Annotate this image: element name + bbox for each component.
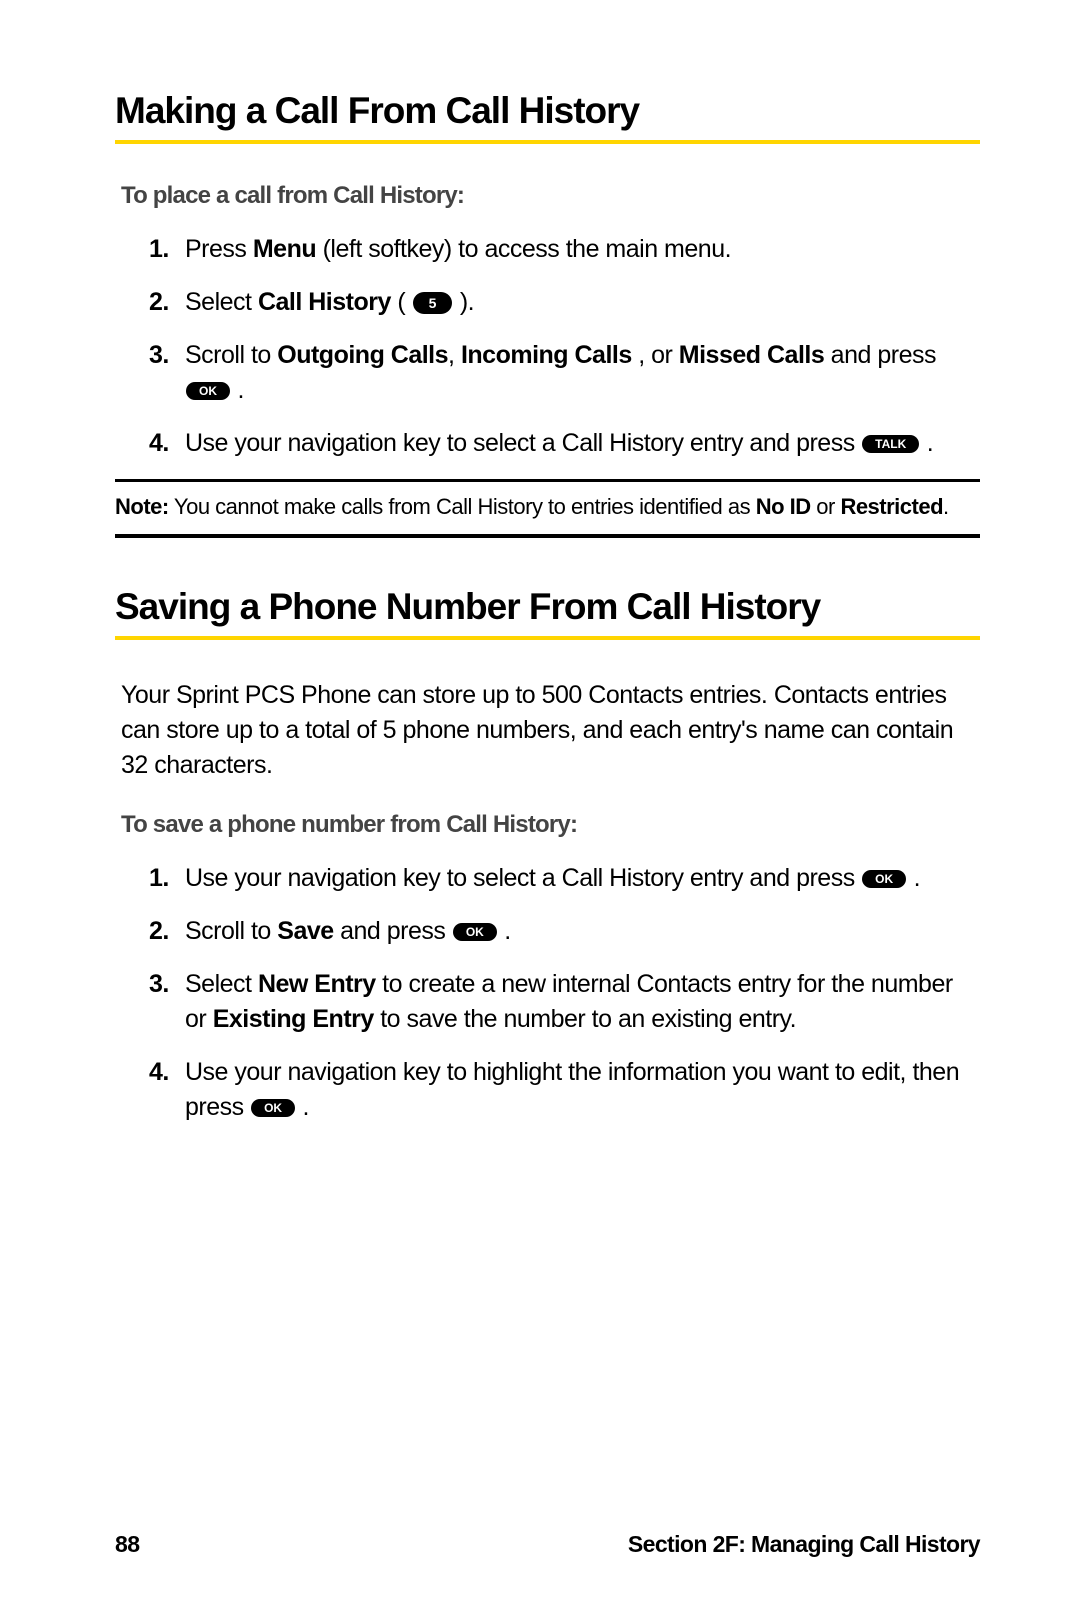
key-ok-icon: OK [186, 382, 230, 400]
step-4: Use your navigation key to highlight the… [149, 1055, 980, 1125]
step-2: Select Call History ( 5 ). [149, 285, 980, 320]
bold: Restricted [840, 494, 943, 519]
key-ok-icon: OK [251, 1099, 295, 1117]
bold: No ID [756, 494, 811, 519]
text: . [907, 864, 920, 892]
step-4: Use your navigation key to select a Call… [149, 426, 980, 461]
key-talk-icon: TALK [862, 435, 919, 453]
text: , or [632, 341, 679, 369]
text: Press [185, 235, 253, 263]
text: . [920, 429, 933, 457]
step-1: Use your navigation key to select a Call… [149, 861, 980, 896]
note-label: Note: [115, 494, 169, 519]
text: (left softkey) to access the main menu. [316, 235, 731, 263]
step-2: Scroll to Save and press OK . [149, 914, 980, 949]
text: Scroll to [185, 341, 277, 369]
note-text: You cannot make calls from Call History … [169, 494, 756, 519]
text: and press [334, 917, 452, 945]
section-title: Section 2F: Managing Call History [628, 1531, 980, 1558]
text: ). [453, 288, 474, 316]
note-text: or [811, 494, 841, 519]
text: and press [824, 341, 936, 369]
key-ok-icon: OK [453, 923, 497, 941]
text: . [296, 1093, 309, 1121]
bold: New Entry [258, 970, 376, 998]
subheading-place-call: To place a call from Call History: [121, 182, 980, 210]
text: Select [185, 288, 258, 316]
intro-paragraph: Your Sprint PCS Phone can store up to 50… [121, 678, 980, 783]
section-heading-2: Saving a Phone Number From Call History [115, 586, 980, 640]
bold: Menu [253, 235, 316, 263]
text: to save the number to an existing entry. [374, 1005, 796, 1033]
text: Use your navigation key to select a Call… [185, 429, 861, 457]
subheading-save-number: To save a phone number from Call History… [121, 811, 980, 839]
page-footer: 88 Section 2F: Managing Call History [115, 1531, 980, 1558]
bold: Save [277, 917, 333, 945]
bold: Call History [258, 288, 391, 316]
bold: Existing Entry [213, 1005, 374, 1033]
step-3: Scroll to Outgoing Calls, Incoming Calls… [149, 338, 980, 408]
bold: Incoming Calls [461, 341, 632, 369]
key-ok-icon: OK [862, 870, 906, 888]
text: , [448, 341, 461, 369]
bold: Missed Calls [679, 341, 824, 369]
steps-place-call: Press Menu (left softkey) to access the … [149, 232, 980, 461]
text: Scroll to [185, 917, 277, 945]
note-text: . [943, 494, 949, 519]
page-number: 88 [115, 1531, 139, 1558]
bold: Outgoing Calls [277, 341, 448, 369]
step-3: Select New Entry to create a new interna… [149, 967, 980, 1037]
key-5-icon: 5 [413, 292, 453, 314]
text: . [231, 376, 244, 404]
note-box: Note: You cannot make calls from Call Hi… [115, 479, 980, 538]
step-1: Press Menu (left softkey) to access the … [149, 232, 980, 267]
text: . [498, 917, 511, 945]
section-heading-1: Making a Call From Call History [115, 90, 980, 144]
text: Select [185, 970, 258, 998]
steps-save-number: Use your navigation key to select a Call… [149, 861, 980, 1125]
text: Use your navigation key to select a Call… [185, 864, 861, 892]
text: ( [391, 288, 412, 316]
